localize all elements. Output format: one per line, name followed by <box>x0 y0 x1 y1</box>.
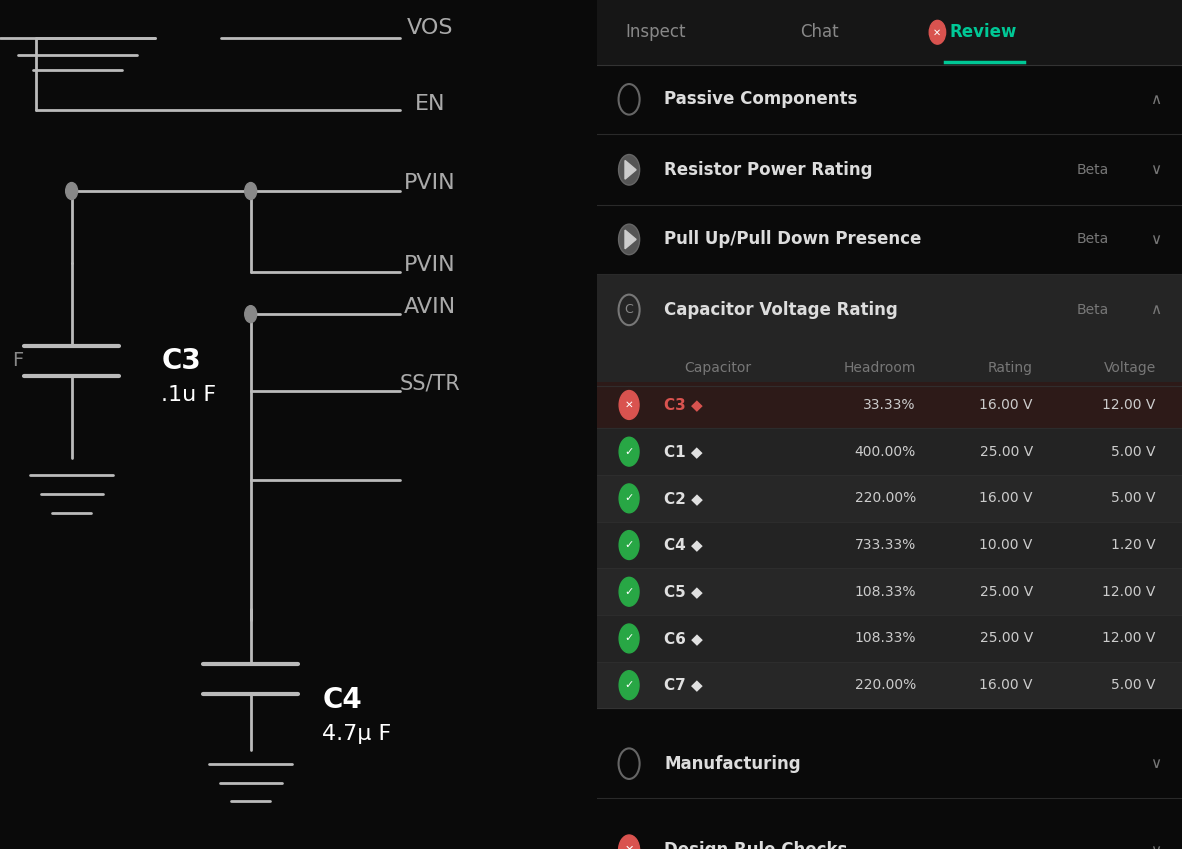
Text: ✓: ✓ <box>624 447 634 457</box>
Text: C3: C3 <box>161 347 201 374</box>
Text: Design Rule Checks: Design Rule Checks <box>664 841 847 849</box>
Text: ✓: ✓ <box>624 633 634 644</box>
Text: C1 ◆: C1 ◆ <box>664 444 703 459</box>
Circle shape <box>619 577 639 606</box>
Text: 220.00%: 220.00% <box>855 492 916 505</box>
Text: Review: Review <box>949 23 1017 42</box>
Polygon shape <box>625 160 636 179</box>
Text: Rating: Rating <box>988 361 1033 374</box>
Text: 220.00%: 220.00% <box>855 678 916 692</box>
Circle shape <box>619 624 639 653</box>
Circle shape <box>618 224 639 255</box>
Circle shape <box>619 531 639 559</box>
FancyBboxPatch shape <box>597 475 1182 521</box>
Text: C7 ◆: C7 ◆ <box>664 678 703 693</box>
Text: Chat: Chat <box>800 23 838 42</box>
Text: Beta: Beta <box>1077 303 1109 317</box>
Text: AVIN: AVIN <box>404 297 456 318</box>
Text: 4.7μ F: 4.7μ F <box>323 724 391 745</box>
Text: Manufacturing: Manufacturing <box>664 755 801 773</box>
FancyBboxPatch shape <box>597 521 1182 569</box>
Text: VOS: VOS <box>407 18 453 38</box>
FancyBboxPatch shape <box>597 275 1182 658</box>
Text: 108.33%: 108.33% <box>855 632 916 645</box>
FancyBboxPatch shape <box>597 0 1182 65</box>
Text: C: C <box>625 303 634 317</box>
Text: Voltage: Voltage <box>1104 361 1156 374</box>
Text: 108.33%: 108.33% <box>855 585 916 599</box>
Text: 12.00 V: 12.00 V <box>1103 632 1156 645</box>
Circle shape <box>245 183 256 200</box>
Text: Beta: Beta <box>1077 163 1109 177</box>
FancyBboxPatch shape <box>597 615 1182 662</box>
Text: F: F <box>12 351 24 370</box>
Text: ✓: ✓ <box>624 587 634 597</box>
Circle shape <box>619 437 639 466</box>
Text: EN: EN <box>415 93 446 114</box>
Text: C6 ◆: C6 ◆ <box>664 631 703 646</box>
Text: 25.00 V: 25.00 V <box>980 632 1033 645</box>
Circle shape <box>619 484 639 513</box>
Text: C5 ◆: C5 ◆ <box>664 584 703 599</box>
FancyBboxPatch shape <box>597 382 1182 428</box>
Text: ∨: ∨ <box>1150 162 1161 177</box>
Text: ✕: ✕ <box>624 846 634 849</box>
Text: 25.00 V: 25.00 V <box>980 585 1033 599</box>
FancyBboxPatch shape <box>597 569 1182 615</box>
Text: ∨: ∨ <box>1150 843 1161 849</box>
Text: ∧: ∧ <box>1150 302 1161 318</box>
Text: Headroom: Headroom <box>844 361 916 374</box>
Text: ✕: ✕ <box>933 27 941 37</box>
Text: ∨: ∨ <box>1150 232 1161 247</box>
Text: 16.00 V: 16.00 V <box>980 492 1033 505</box>
Text: C4 ◆: C4 ◆ <box>664 537 703 553</box>
Text: 12.00 V: 12.00 V <box>1103 585 1156 599</box>
Text: SS/TR: SS/TR <box>400 374 460 394</box>
FancyBboxPatch shape <box>597 428 1182 475</box>
Text: ✓: ✓ <box>624 540 634 550</box>
Text: 12.00 V: 12.00 V <box>1103 398 1156 412</box>
Text: 33.33%: 33.33% <box>863 398 916 412</box>
Text: Resistor Power Rating: Resistor Power Rating <box>664 160 872 179</box>
Text: PVIN: PVIN <box>404 172 455 193</box>
Text: C2 ◆: C2 ◆ <box>664 491 703 506</box>
Circle shape <box>245 306 256 323</box>
Circle shape <box>619 391 639 419</box>
Text: 25.00 V: 25.00 V <box>980 445 1033 458</box>
Text: ∨: ∨ <box>1150 756 1161 771</box>
Text: Passive Components: Passive Components <box>664 90 858 109</box>
Text: 1.20 V: 1.20 V <box>1111 538 1156 552</box>
FancyBboxPatch shape <box>597 662 1182 708</box>
Text: Capacitor Voltage Rating: Capacitor Voltage Rating <box>664 301 898 319</box>
Text: PVIN: PVIN <box>404 255 455 275</box>
Text: C4: C4 <box>323 687 362 714</box>
Circle shape <box>618 155 639 185</box>
Text: ∧: ∧ <box>1150 92 1161 107</box>
Text: 16.00 V: 16.00 V <box>980 678 1033 692</box>
Text: 16.00 V: 16.00 V <box>980 398 1033 412</box>
Text: 733.33%: 733.33% <box>855 538 916 552</box>
Text: C3 ◆: C3 ◆ <box>664 397 703 413</box>
Text: Pull Up/Pull Down Presence: Pull Up/Pull Down Presence <box>664 230 922 249</box>
Text: 5.00 V: 5.00 V <box>1111 678 1156 692</box>
Text: ✓: ✓ <box>624 680 634 690</box>
Text: 400.00%: 400.00% <box>855 445 916 458</box>
Text: 5.00 V: 5.00 V <box>1111 445 1156 458</box>
Text: .1u F: .1u F <box>161 385 216 405</box>
Text: 10.00 V: 10.00 V <box>980 538 1033 552</box>
Text: ✓: ✓ <box>624 493 634 503</box>
Text: 5.00 V: 5.00 V <box>1111 492 1156 505</box>
Text: ✕: ✕ <box>625 400 634 410</box>
Polygon shape <box>625 230 636 249</box>
Circle shape <box>929 20 946 44</box>
Circle shape <box>618 835 639 849</box>
Text: Capacitor: Capacitor <box>684 361 752 374</box>
Text: Beta: Beta <box>1077 233 1109 246</box>
Text: Inspect: Inspect <box>625 23 686 42</box>
Circle shape <box>619 671 639 700</box>
Circle shape <box>66 183 78 200</box>
